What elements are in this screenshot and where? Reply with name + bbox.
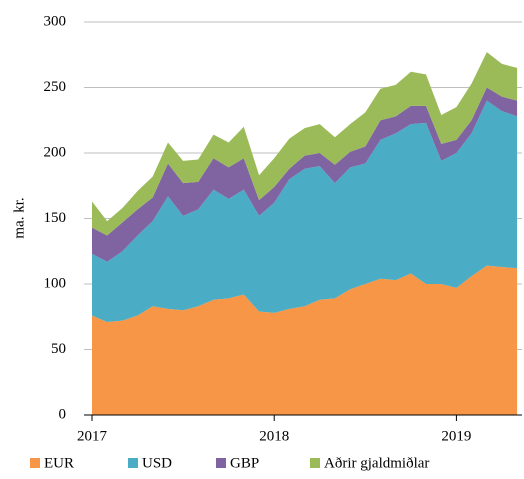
legend-label: EUR	[44, 455, 74, 471]
x-tick-label: 2018	[259, 428, 289, 444]
legend-label: Aðrir gjaldmiðlar	[324, 455, 429, 471]
y-axis-label: ma. kr.	[11, 197, 27, 238]
area	[92, 52, 518, 236]
legend-label: GBP	[230, 455, 259, 471]
legend-swatch	[128, 458, 138, 468]
y-tick-label: 200	[44, 144, 67, 160]
area	[92, 265, 518, 415]
legend-label: USD	[142, 455, 172, 471]
y-tick-label: 50	[51, 341, 66, 357]
areas	[92, 52, 518, 415]
y-tick-label: 300	[44, 13, 67, 29]
legend-swatch	[216, 458, 226, 468]
x-tick-label: 2019	[441, 428, 471, 444]
legend-swatch	[310, 458, 320, 468]
y-tick-label: 0	[59, 406, 67, 422]
y-tick-label: 150	[44, 210, 67, 226]
x-tick-label: 2017	[77, 428, 108, 444]
y-tick-label: 250	[44, 79, 67, 95]
legend-swatch	[30, 458, 40, 468]
y-tick-label: 100	[44, 275, 67, 291]
area	[92, 100, 518, 322]
